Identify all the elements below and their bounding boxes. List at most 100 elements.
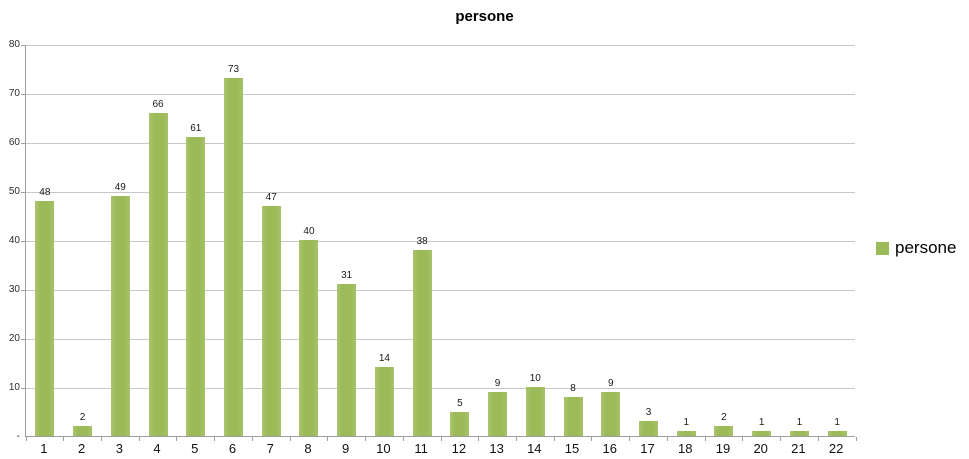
bar xyxy=(337,284,357,436)
x-axis-label: 6 xyxy=(228,441,237,456)
x-axis-tick xyxy=(251,437,253,441)
y-axis-tick xyxy=(21,142,26,144)
bar-value-label: 66 xyxy=(152,98,164,110)
x-axis-tick xyxy=(289,437,291,441)
y-axis-tick xyxy=(21,93,26,95)
bar-value-label: 2 xyxy=(721,412,727,424)
x-axis-label: 19 xyxy=(715,441,731,456)
x-axis-tick xyxy=(402,437,404,441)
x-axis-tick xyxy=(440,437,442,441)
x-axis-tick xyxy=(591,437,593,441)
x-axis-label: 21 xyxy=(791,441,806,456)
bar-value-label: 48 xyxy=(39,186,51,198)
bar xyxy=(714,426,734,436)
y-axis-tick xyxy=(21,387,26,389)
bar xyxy=(261,205,281,436)
bar-value-label: 31 xyxy=(341,270,353,282)
x-axis-tick xyxy=(365,437,367,441)
bar xyxy=(563,396,583,436)
bar xyxy=(525,387,545,436)
bar xyxy=(374,367,394,436)
bar xyxy=(789,431,809,436)
bar xyxy=(148,112,168,436)
y-axis-tick xyxy=(21,338,26,340)
legend-series-label: persone xyxy=(895,238,957,257)
bar xyxy=(450,411,470,436)
bar-value-label: 1 xyxy=(796,417,803,429)
chart-title: persone xyxy=(455,8,514,25)
bar xyxy=(827,431,847,436)
y-axis-label: 60 xyxy=(8,137,20,148)
x-axis-label: 4 xyxy=(153,441,161,456)
y-axis-label: 80 xyxy=(8,39,20,50)
bar-value-label: 9 xyxy=(494,377,501,389)
gridline xyxy=(26,93,855,95)
bar xyxy=(186,137,206,436)
x-axis-label: 5 xyxy=(191,441,199,456)
bar xyxy=(752,431,772,436)
gridline xyxy=(26,240,855,242)
y-axis-label: - xyxy=(16,431,20,442)
x-axis-label: 17 xyxy=(640,441,655,456)
y-axis-label: 30 xyxy=(8,284,20,295)
bar-value-label: 73 xyxy=(227,64,240,76)
bar-value-label: 14 xyxy=(378,353,390,365)
bar xyxy=(35,200,55,436)
legend-color-swatch xyxy=(876,241,889,255)
y-axis-label: 50 xyxy=(8,186,20,197)
x-axis-tick xyxy=(176,437,178,441)
x-axis-label: 18 xyxy=(677,441,693,456)
x-axis-label: 8 xyxy=(304,441,312,456)
bar xyxy=(110,195,130,436)
x-axis-label: 14 xyxy=(527,441,542,456)
x-axis-label: 13 xyxy=(489,441,504,456)
y-axis-label: 70 xyxy=(8,88,20,99)
y-axis-label: 10 xyxy=(8,382,20,393)
x-axis-tick xyxy=(327,437,329,441)
x-axis-tick xyxy=(855,437,857,441)
gridline xyxy=(26,289,855,291)
x-axis-label: 7 xyxy=(266,441,274,456)
bar-value-label: 9 xyxy=(607,377,614,389)
x-axis-tick xyxy=(100,437,102,441)
bar xyxy=(676,431,696,436)
y-axis-tick xyxy=(21,44,26,46)
bar xyxy=(299,240,319,436)
gridline xyxy=(26,338,855,340)
x-axis-tick xyxy=(138,437,140,441)
bar-value-label: 10 xyxy=(529,373,541,384)
y-axis-label: 20 xyxy=(8,333,20,344)
legend: persone xyxy=(876,238,956,258)
x-axis-tick xyxy=(780,437,782,441)
bar-value-label: 1 xyxy=(683,417,689,429)
x-axis-tick xyxy=(704,437,706,441)
x-axis-tick xyxy=(742,437,744,441)
bar xyxy=(601,391,621,436)
x-axis-label: 9 xyxy=(342,441,350,456)
gridline xyxy=(26,142,855,144)
y-axis-tick xyxy=(21,191,26,193)
bar xyxy=(639,421,658,436)
x-axis-label: 1 xyxy=(40,441,48,456)
y-axis-tick xyxy=(21,289,26,291)
gridline xyxy=(26,387,855,389)
x-axis-label: 12 xyxy=(451,441,467,456)
bar-value-label: 47 xyxy=(265,191,277,203)
x-axis-tick xyxy=(553,437,555,441)
x-axis-tick xyxy=(214,437,216,441)
bar-value-label: 1 xyxy=(834,417,840,429)
bar xyxy=(488,391,508,436)
bar-value-label: 38 xyxy=(416,235,428,247)
x-axis-tick xyxy=(515,437,517,441)
bar-value-label: 1 xyxy=(758,417,765,429)
x-axis-tick xyxy=(478,437,480,441)
x-axis-label: 10 xyxy=(376,441,391,456)
bar-value-label: 49 xyxy=(114,181,126,193)
bar-value-label: 3 xyxy=(645,407,652,419)
y-axis-tick xyxy=(21,240,26,242)
y-axis-label: 40 xyxy=(8,235,20,246)
bar-value-label: 8 xyxy=(570,382,576,394)
x-axis-label: 3 xyxy=(115,441,123,456)
x-axis-label: 16 xyxy=(602,441,617,456)
